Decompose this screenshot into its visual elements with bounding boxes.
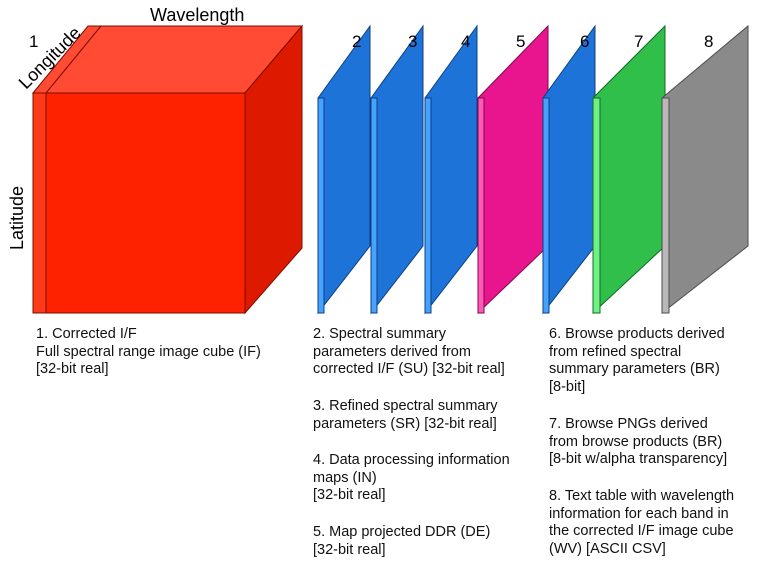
cube-first-band-edge — [45, 25, 102, 94]
cube-front-face — [32, 92, 246, 314]
caption-product-6: 6. Browse products derived from refined … — [549, 326, 725, 395]
latitude-axis-label: Latitude — [7, 186, 27, 250]
product-number-5: 5 — [516, 32, 525, 51]
band-slab-6 — [542, 24, 596, 315]
band-slab-2 — [317, 24, 371, 315]
product-number-1: 1 — [29, 32, 38, 51]
image-cube — [31, 24, 304, 315]
caption-product-4: 4. Data processing information maps (IN)… — [313, 452, 510, 503]
caption-product-3: 3. Refined spectral summary parameters (… — [313, 398, 498, 432]
caption-product-2: 2. Spectral summary parameters derived f… — [313, 326, 505, 377]
caption-product-5: 5. Map projected DDR (DE) [32-bit real] — [313, 524, 491, 558]
product-number-3: 3 — [408, 32, 417, 51]
wavelength-axis-label: Wavelength — [150, 5, 244, 25]
band-slab-3 — [370, 24, 424, 315]
caption-product-7: 7. Browse PNGs derived from browse produ… — [549, 416, 728, 467]
product-number-8: 8 — [704, 32, 713, 51]
caption-product-8: 8. Text table with wavelength informatio… — [549, 488, 735, 557]
band-slab-5 — [477, 24, 549, 315]
cube-first-band-slice — [32, 92, 47, 314]
product-number-6: 6 — [580, 32, 589, 51]
band-slab-8 — [661, 24, 749, 315]
product-number-4: 4 — [461, 32, 470, 51]
band-slab-4 — [424, 24, 478, 315]
caption-product-1: 1. Corrected I/F Full spectral range ima… — [36, 326, 261, 377]
product-number-2: 2 — [352, 32, 361, 51]
product-number-7: 7 — [634, 32, 643, 51]
band-slab-7 — [592, 24, 666, 315]
